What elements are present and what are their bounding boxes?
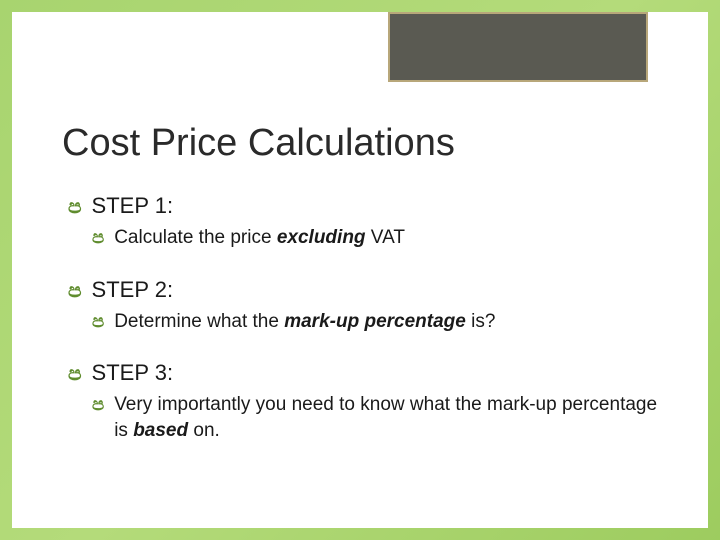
step-sub-text: Determine what the mark-up percentage is… <box>114 309 495 335</box>
bullet-icon: ප <box>92 392 104 416</box>
sub-prefix: Determine what the <box>114 311 284 332</box>
bullet-icon: ප <box>68 196 82 219</box>
bullet-icon: ප <box>68 363 82 386</box>
step-item: ප STEP 1: ප Calculate the price excludin… <box>62 193 658 251</box>
sub-emphasis: based <box>133 420 188 441</box>
step-item: ප STEP 2: ප Determine what the mark-up p… <box>62 277 658 335</box>
step-sub: ප Determine what the mark-up percentage … <box>92 309 658 335</box>
decorative-box <box>388 12 648 82</box>
step-label: STEP 2: <box>92 277 174 303</box>
step-item: ප STEP 3: ප Very importantly you need to… <box>62 360 658 443</box>
step-label: STEP 1: <box>92 193 174 219</box>
slide-card: Cost Price Calculations ප STEP 1: ප Calc… <box>12 12 708 528</box>
bullet-icon: ප <box>92 309 104 333</box>
step-sub: ප Calculate the price excluding VAT <box>92 225 658 251</box>
step-list: ප STEP 1: ප Calculate the price excludin… <box>62 193 658 444</box>
sub-emphasis: mark-up percentage <box>284 311 466 332</box>
bullet-icon: ප <box>68 280 82 303</box>
step-sub-text: Calculate the price excluding VAT <box>114 225 405 251</box>
step-sub: ප Very importantly you need to know what… <box>92 392 658 443</box>
step-label: STEP 3: <box>92 360 174 386</box>
slide-title: Cost Price Calculations <box>62 122 658 165</box>
sub-emphasis: excluding <box>277 227 366 248</box>
sub-suffix: is? <box>466 311 496 332</box>
bullet-icon: ප <box>92 225 104 249</box>
sub-prefix: Calculate the price <box>114 227 277 248</box>
step-heading: ප STEP 1: <box>68 193 658 219</box>
step-sub-text: Very importantly you need to know what t… <box>114 392 658 443</box>
step-heading: ප STEP 2: <box>68 277 658 303</box>
sub-suffix: VAT <box>366 227 405 248</box>
step-heading: ප STEP 3: <box>68 360 658 386</box>
sub-suffix: on. <box>188 420 220 441</box>
